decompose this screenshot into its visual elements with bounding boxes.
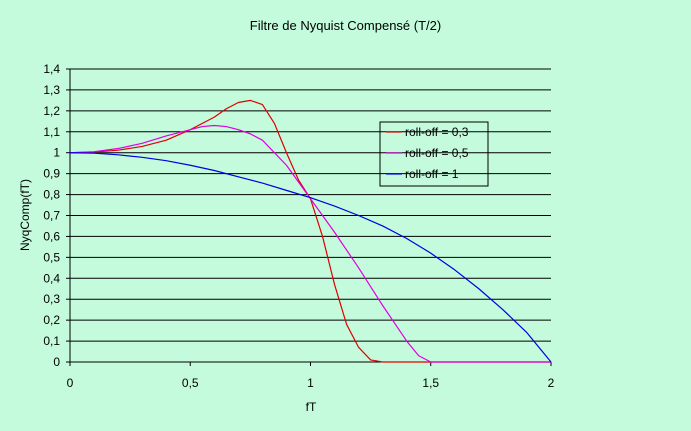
legend-label-2: roll-off = 1: [405, 167, 459, 181]
legend-label-0: roll-off = 0,3: [405, 125, 469, 139]
x-tick-label-4: 2: [548, 376, 555, 390]
legend: roll-off = 0,3 roll-off = 0,5 roll-off = 1: [379, 121, 489, 187]
series-line-2: [69, 152, 552, 363]
series-layer: [69, 99, 552, 363]
y-tick-label-8: 0,8: [43, 188, 60, 202]
y-axis-label: NyqComp(fT): [18, 179, 32, 251]
legend-box: [379, 121, 489, 187]
y-tick-label-7: 0,7: [43, 209, 60, 223]
y-tick-label-11: 1,1: [43, 125, 60, 139]
x-tick-label-0: 0: [67, 376, 74, 390]
y-tick-label-2: 0,2: [43, 313, 60, 327]
x-tick-label-1: 0,5: [182, 376, 199, 390]
y-tick-label-1: 0,1: [43, 334, 60, 348]
series-line-1: [69, 124, 551, 363]
gridlines: [70, 68, 551, 342]
legend-label-1: roll-off = 0,5: [405, 146, 469, 160]
x-tick-labels: 0 0,5 1 1,5 2: [67, 376, 555, 390]
y-tick-label-13: 1,3: [43, 83, 60, 97]
x-tick-label-3: 1,5: [422, 376, 439, 390]
x-tick-label-2: 1: [307, 376, 314, 390]
y-tick-label-12: 1,2: [43, 104, 60, 118]
y-tick-label-4: 0,4: [43, 271, 60, 285]
chart-title: Filtre de Nyquist Compensé (T/2): [249, 18, 442, 33]
y-tick-label-3: 0,3: [43, 292, 60, 306]
y-tick-label-5: 0,5: [43, 250, 60, 264]
y-tick-label-14: 1,4: [43, 62, 60, 76]
y-tick-label-6: 0,6: [43, 229, 60, 243]
x-axis-label: fT: [306, 400, 317, 414]
y-tick-labels: 0 0,1 0,2 0,3 0,4 0,5 0,6 0,7 0,8 0,9 1 1,1 1,2 1,3 1,…: [43, 62, 60, 369]
y-tick-label-10: 1: [53, 146, 60, 160]
y-tick-label-9: 0,9: [43, 167, 60, 181]
y-tick-label-0: 0: [53, 355, 60, 369]
